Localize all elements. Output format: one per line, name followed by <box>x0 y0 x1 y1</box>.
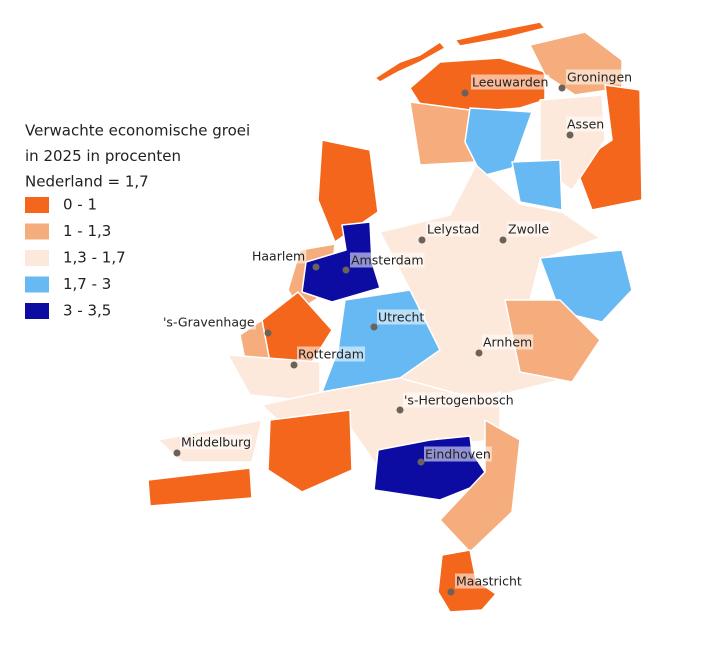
region <box>454 21 546 47</box>
label-halo <box>377 309 426 325</box>
label-halo <box>424 446 492 462</box>
region <box>374 41 446 83</box>
legend-label: 3 - 3,5 <box>63 302 111 320</box>
city-label: Rotterdam <box>298 347 364 362</box>
city-label: Amsterdam <box>351 253 424 268</box>
legend-label: 1 - 1,3 <box>63 222 111 240</box>
city-label: Lelystad <box>427 222 479 237</box>
city-label: Maastricht <box>456 574 522 589</box>
region <box>301 221 381 303</box>
region <box>504 299 601 383</box>
city-label: Arnhem <box>483 335 532 350</box>
legend-label: 1,3 - 1,7 <box>63 249 126 267</box>
legend-title: Nederland = 1,7 <box>25 173 149 191</box>
region <box>464 107 533 177</box>
city-dot <box>499 236 507 244</box>
legend-label: 1,7 - 3 <box>63 275 111 293</box>
region <box>574 84 643 211</box>
label-halo <box>251 248 307 264</box>
label-halo <box>566 69 634 85</box>
city-label: Groningen <box>567 70 632 85</box>
city-label: Utrecht <box>378 310 424 325</box>
region <box>147 467 253 507</box>
label-halo <box>180 434 253 450</box>
city-dot <box>558 84 566 92</box>
label-halo <box>471 74 550 90</box>
region <box>511 159 563 211</box>
city-dot <box>417 458 425 466</box>
city-label: Zwolle <box>508 222 549 237</box>
legend-swatch <box>25 223 49 240</box>
legend: Verwachte economische groei in 2025 in pr… <box>25 122 250 320</box>
city-dot <box>461 89 469 97</box>
city-dot <box>447 588 455 596</box>
city-dot <box>342 266 350 274</box>
legend-swatch <box>25 303 49 319</box>
label-halo <box>507 221 551 237</box>
city-dot <box>566 131 574 139</box>
city-dot <box>370 323 378 331</box>
city-dot <box>290 361 298 369</box>
city-dot <box>418 236 426 244</box>
legend-title: in 2025 in procenten <box>25 147 181 165</box>
city-dot <box>312 263 320 271</box>
cities: Leeuwarden Groningen Assen Lelystad Zwol… <box>162 69 634 596</box>
label-halo <box>482 334 534 350</box>
city-label: 's-Gravenhage <box>163 315 255 330</box>
city-label: Assen <box>567 117 604 132</box>
legend-title: Verwachte economische groei <box>25 122 250 140</box>
city-label: Haarlem <box>252 249 305 264</box>
city-label: Leeuwarden <box>472 75 548 90</box>
label-halo <box>162 314 256 330</box>
city-label: Middelburg <box>181 435 251 450</box>
label-halo <box>426 221 481 237</box>
city-dot <box>264 329 272 337</box>
label-halo <box>403 392 515 408</box>
label-halo <box>297 346 365 362</box>
city-label: Eindhoven <box>425 447 491 462</box>
city-label: 's-Hertogenbosch <box>404 393 514 408</box>
legend-swatch <box>25 276 49 293</box>
region <box>267 409 353 493</box>
legend-swatch <box>25 250 49 266</box>
city-dot <box>173 449 181 457</box>
label-halo <box>350 252 425 268</box>
legend-swatch <box>25 197 49 213</box>
city-dot <box>475 349 483 357</box>
label-halo <box>455 573 523 589</box>
legend-label: 0 - 1 <box>63 196 97 214</box>
label-halo <box>566 116 606 132</box>
city-dot <box>396 406 404 414</box>
